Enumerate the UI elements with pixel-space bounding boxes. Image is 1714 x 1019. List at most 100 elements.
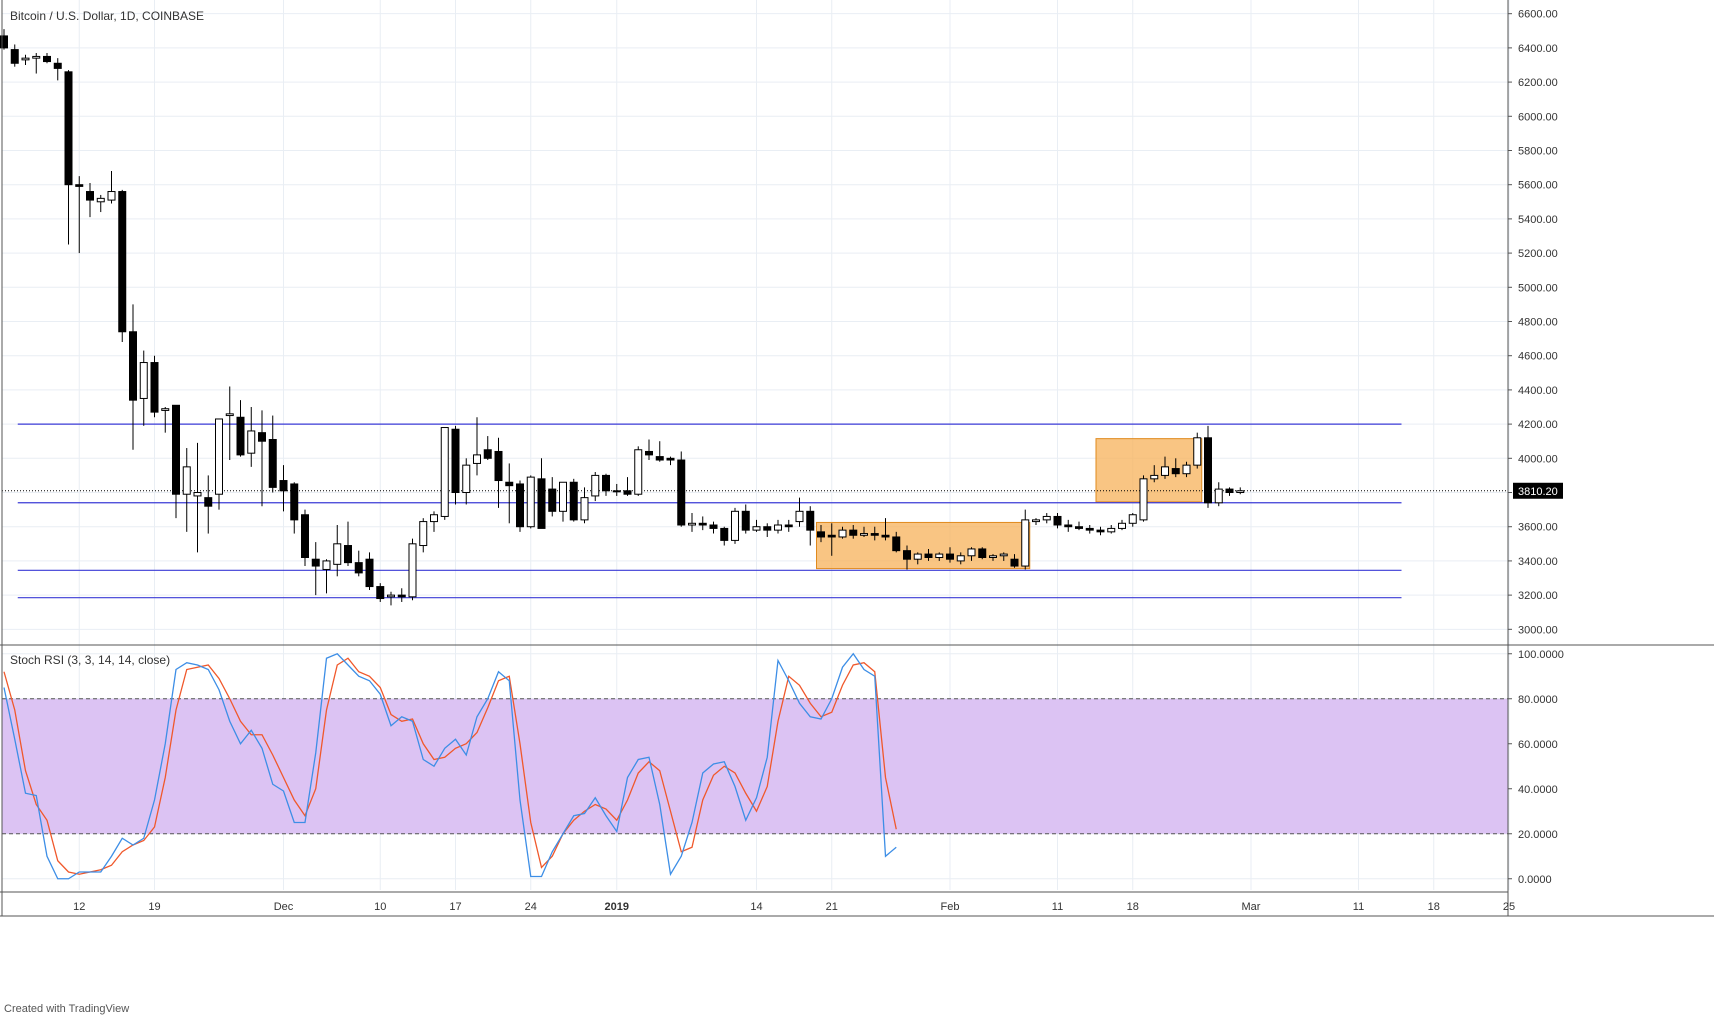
time-tick-label: 2019 [605,901,629,913]
last-price-bg [1513,482,1563,499]
candle-body [43,55,51,63]
candle-body [462,464,471,494]
time-tick-label: 19 [148,901,160,913]
candle-body [935,553,944,558]
price-tick-label: 4800.00 [1518,317,1558,329]
candle-body [870,533,879,536]
candle-body [21,57,30,61]
candle-body [795,510,804,523]
candle-body [1193,437,1202,466]
candle-body [247,430,256,454]
candle-body [0,35,8,49]
time-tick-label: 17 [449,901,461,913]
time-tick-label: 21 [826,901,838,913]
last-price-text: 3810.20 [1518,486,1558,498]
candle-body [344,545,352,564]
candle-body [430,514,438,523]
candle-body [1118,522,1126,529]
candle-body [150,362,159,413]
candle-body [118,191,127,333]
candle-body [559,481,567,512]
candle-body [1214,488,1223,504]
candle-body [311,558,320,567]
candle-body [86,191,94,201]
candle-body [451,428,460,494]
candle-body [408,543,417,598]
price-tick-label: 6000.00 [1518,111,1558,123]
candle-body [838,529,847,538]
candle-body [1096,529,1105,533]
candle-body [268,438,277,488]
price-tick-label: 6200.00 [1518,77,1558,89]
time-tick-label: 12 [73,901,85,913]
footer-credit: Created with TradingView [4,1003,130,1015]
range-box [816,521,1031,570]
candle-body [999,553,1008,557]
candle-body [483,449,492,459]
candle-body [172,404,180,495]
stoch-rsi-d-line [3,657,897,875]
horizontal-levels[interactable] [2,423,1508,599]
candle-body [967,548,976,557]
candle-body [731,510,739,541]
candle-body [849,529,858,536]
candle-body [537,478,546,529]
candle-body [1075,526,1083,529]
price-tick-label: 6400.00 [1518,43,1558,55]
candle-body [688,522,696,526]
candle-body [1225,488,1234,494]
candle-body [526,476,535,528]
candle-body [827,534,836,538]
candle-body [365,558,374,588]
candle-body [236,416,245,456]
candle-body [1150,474,1159,480]
candle-body [903,550,911,560]
price-tick-label: 4200.00 [1518,419,1558,431]
time-tick-label: 18 [1428,901,1440,913]
stoch-rsi-lines [3,652,897,880]
time-tick-label: Dec [274,901,294,913]
candle-body [161,408,170,411]
candle-body [1021,519,1030,567]
candle-body [505,481,514,487]
time-tick-label: 24 [525,901,537,913]
candle-body [763,526,772,531]
candle-body [655,456,664,461]
stoch-rsi-band [2,698,1508,835]
candle-body [1204,437,1212,504]
candle-body [290,483,299,521]
rsi-tick-label: 0.0000 [1518,874,1552,886]
candle-body [591,474,600,497]
candle-body [75,184,84,187]
rsi-tick-label: 20.0000 [1518,829,1558,841]
rsi-tick-label: 100.0000 [1518,649,1564,661]
candle-body [752,526,761,531]
last-price-label: 3810.20 [1513,482,1563,499]
time-tick-label: 18 [1127,901,1139,913]
price-tick-label: 5400.00 [1518,214,1558,226]
candle-body [569,481,578,521]
candle-body [397,594,406,598]
price-tick-label: 5600.00 [1518,180,1558,192]
candle-body [612,490,621,493]
candle-body [354,562,363,574]
candle-body [258,432,266,442]
price-tick-label: 4400.00 [1518,385,1558,397]
price-tick-label: 4000.00 [1518,453,1558,465]
candles [0,29,1245,606]
rsi-tick-label: 40.0000 [1518,784,1558,796]
candle-body [440,427,449,517]
candle-body [322,560,331,570]
candle-body [1085,527,1094,531]
rsi-tick-label: 80.0000 [1518,694,1558,706]
price-tick-label: 4600.00 [1518,351,1558,363]
candle-body [32,55,41,59]
candle-body [602,474,610,492]
candle-body [881,534,890,538]
price-tick-label: 3600.00 [1518,522,1558,534]
candle-body [956,555,965,562]
candle-body [1053,515,1062,526]
time-tick-label: 11 [1353,901,1364,913]
candle-body [193,492,202,497]
